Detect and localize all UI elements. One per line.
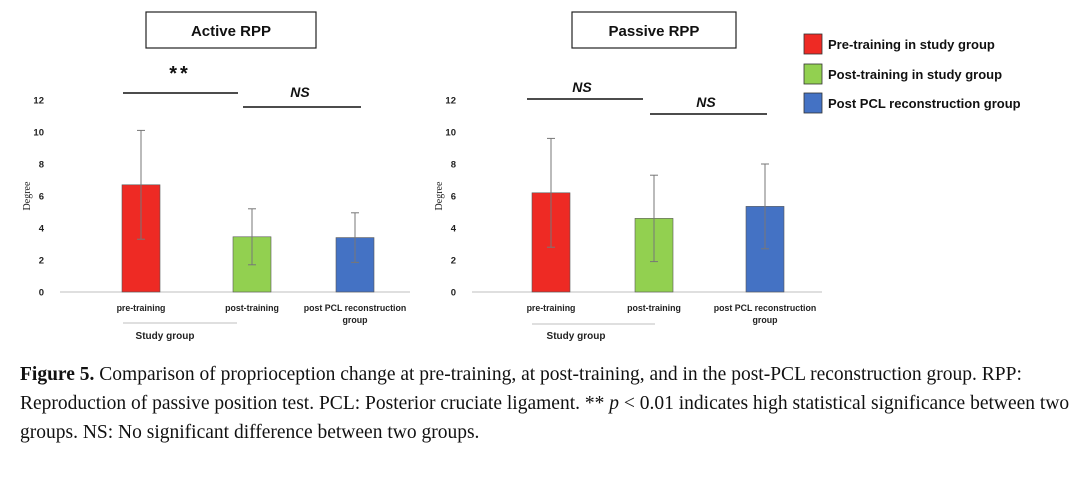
active-category-label-0: pre-training <box>117 303 166 313</box>
legend-label-1: Post-training in study group <box>828 67 1002 82</box>
active-group-label: Study group <box>136 331 195 342</box>
passive-ytick-label: 8 <box>451 160 456 171</box>
figure-canvas: Active RPP 0 2 4 6 8 10 12 Degree pre-training pos… <box>22 11 1021 342</box>
passive-chart-title: Passive RPP <box>609 23 700 40</box>
caption-text-1: Comparison of proprioception change at p… <box>20 364 1022 414</box>
legend-label-2: Post PCL reconstruction group <box>828 96 1021 111</box>
passive-group-label: Study group <box>547 331 606 342</box>
passive-category-label-1: post-training <box>627 303 681 313</box>
active-ytick-label: 10 <box>33 128 44 139</box>
figure-caption: Figure 5. Comparison of proprioception c… <box>20 360 1070 447</box>
active-ytick-label: 4 <box>39 224 45 235</box>
passive-title-box <box>571 11 737 49</box>
legend-label-0: Pre-training in study group <box>828 37 995 52</box>
active-y-axis-label: Degree <box>22 181 33 210</box>
active-significance-label-0: ** <box>169 63 191 85</box>
active-category-label-2: post PCL reconstruction <box>304 303 406 313</box>
passive-ytick-label: 0 <box>451 288 456 299</box>
passive-category-label-2: group <box>753 315 779 325</box>
passive-ytick-label: 10 <box>445 128 456 139</box>
passive-ytick-label: 6 <box>451 192 456 203</box>
caption-label: Figure 5. <box>20 364 95 385</box>
active-ytick-label: 2 <box>39 256 44 267</box>
active-category-label-1: post-training <box>225 303 279 313</box>
legend-swatch-0 <box>803 33 823 55</box>
active-ytick-label: 12 <box>33 96 44 107</box>
active-ytick-label: 8 <box>39 160 44 171</box>
active-ytick-label: 0 <box>39 288 44 299</box>
passive-category-label-2: post PCL reconstruction <box>714 303 816 313</box>
legend-swatch-2 <box>803 92 823 114</box>
caption-text-2: < 0.01 indicates high statistical signif… <box>20 393 1070 443</box>
passive-ytick-label: 2 <box>451 256 456 267</box>
passive-ytick-label: 12 <box>445 96 456 107</box>
active-title-box <box>145 11 317 49</box>
caption-p-symbol: p <box>609 393 619 414</box>
active-category-label-2: group <box>343 315 369 325</box>
passive-category-label-0: pre-training <box>527 303 576 313</box>
active-chart-title: Active RPP <box>191 23 271 40</box>
legend-swatch-1 <box>803 63 823 85</box>
passive-y-axis-label: Degree <box>434 181 445 210</box>
active-significance-label-1: NS <box>290 84 310 100</box>
passive-significance-label-0: NS <box>572 79 592 95</box>
active-ytick-label: 6 <box>39 192 44 203</box>
passive-ytick-label: 4 <box>451 224 457 235</box>
passive-significance-label-1: NS <box>696 94 716 110</box>
